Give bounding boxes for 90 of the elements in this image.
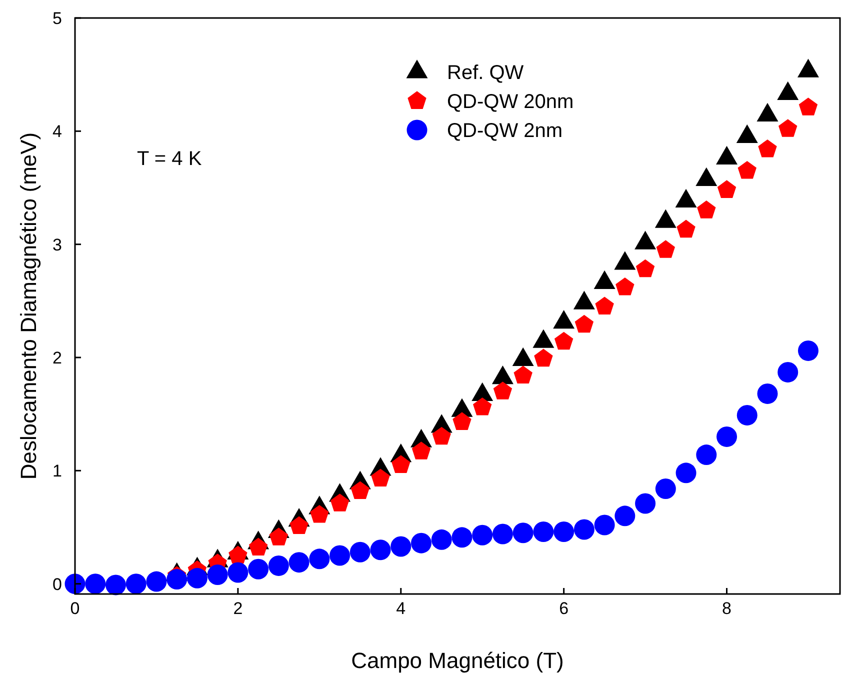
- point: [614, 251, 636, 270]
- point: [492, 524, 513, 544]
- point: [534, 348, 553, 367]
- point: [696, 167, 718, 186]
- point: [675, 188, 697, 208]
- point: [228, 562, 248, 583]
- y-tick-label: 0: [52, 574, 62, 594]
- point: [514, 366, 532, 384]
- point: [616, 278, 634, 296]
- point: [676, 462, 696, 484]
- legend-label: Ref. QW: [447, 62, 524, 84]
- point: [350, 481, 370, 499]
- point: [736, 404, 758, 426]
- y-tick-label: 4: [52, 122, 62, 142]
- point: [594, 514, 615, 536]
- point: [472, 524, 493, 546]
- y-tick-label: 2: [52, 348, 62, 368]
- point: [696, 444, 717, 466]
- x-tick-label: 8: [722, 599, 732, 618]
- point: [716, 426, 738, 447]
- point: [85, 574, 106, 594]
- legend-label: QD-QW 20nm: [447, 91, 574, 113]
- point: [736, 124, 758, 144]
- point: [452, 527, 472, 548]
- point: [432, 426, 451, 445]
- y-tick-label: 3: [52, 235, 62, 254]
- point: [493, 382, 512, 400]
- point: [757, 383, 778, 404]
- point: [410, 532, 432, 554]
- point: [636, 259, 655, 278]
- point: [778, 362, 798, 382]
- point: [574, 314, 594, 333]
- point: [533, 522, 554, 542]
- point: [431, 529, 452, 550]
- point: [390, 536, 412, 557]
- point: [697, 200, 716, 218]
- point: [656, 240, 676, 258]
- point: [798, 340, 818, 361]
- y-tick-label: 1: [52, 462, 62, 481]
- point: [330, 494, 350, 512]
- point: [452, 412, 472, 430]
- point: [64, 574, 86, 594]
- point: [512, 522, 534, 544]
- point: [797, 58, 819, 78]
- point: [248, 558, 269, 580]
- point: [290, 516, 308, 534]
- point: [554, 522, 574, 542]
- point: [716, 146, 738, 165]
- point: [370, 540, 391, 560]
- y-tick-label: 5: [52, 9, 62, 28]
- point: [595, 296, 614, 315]
- point: [330, 545, 350, 566]
- point: [574, 519, 594, 540]
- x-tick-label: 4: [396, 599, 406, 618]
- point: [105, 574, 126, 596]
- point: [207, 564, 228, 585]
- point: [654, 209, 676, 228]
- point: [126, 574, 146, 594]
- point: [248, 538, 268, 556]
- point: [412, 442, 431, 460]
- point: [594, 270, 616, 290]
- point: [309, 548, 330, 570]
- point: [146, 571, 167, 592]
- point: [371, 468, 390, 487]
- point: [614, 506, 636, 526]
- point: [392, 455, 410, 473]
- annotation: T = 4 K: [137, 148, 202, 170]
- point: [554, 332, 574, 350]
- point: [634, 230, 656, 250]
- point: [758, 139, 777, 158]
- point: [635, 493, 656, 514]
- point: [288, 552, 310, 573]
- x-axis-title: Campo Magnético (T): [351, 648, 564, 673]
- x-tick-label: 6: [559, 599, 569, 618]
- y-axis-title: Deslocamento Diamagnético (meV): [16, 132, 41, 480]
- point: [777, 81, 799, 100]
- point: [717, 180, 736, 198]
- point: [655, 478, 676, 499]
- point: [756, 102, 778, 122]
- x-tick-label: 0: [70, 599, 80, 618]
- point: [269, 528, 288, 546]
- legend-label: QD-QW 2nm: [447, 120, 563, 142]
- point: [676, 220, 696, 238]
- point: [228, 546, 248, 564]
- x-tick-label: 2: [233, 599, 243, 618]
- point: [350, 542, 370, 562]
- point: [738, 160, 756, 179]
- point: [473, 397, 492, 416]
- point: [310, 504, 329, 523]
- point: [268, 555, 289, 576]
